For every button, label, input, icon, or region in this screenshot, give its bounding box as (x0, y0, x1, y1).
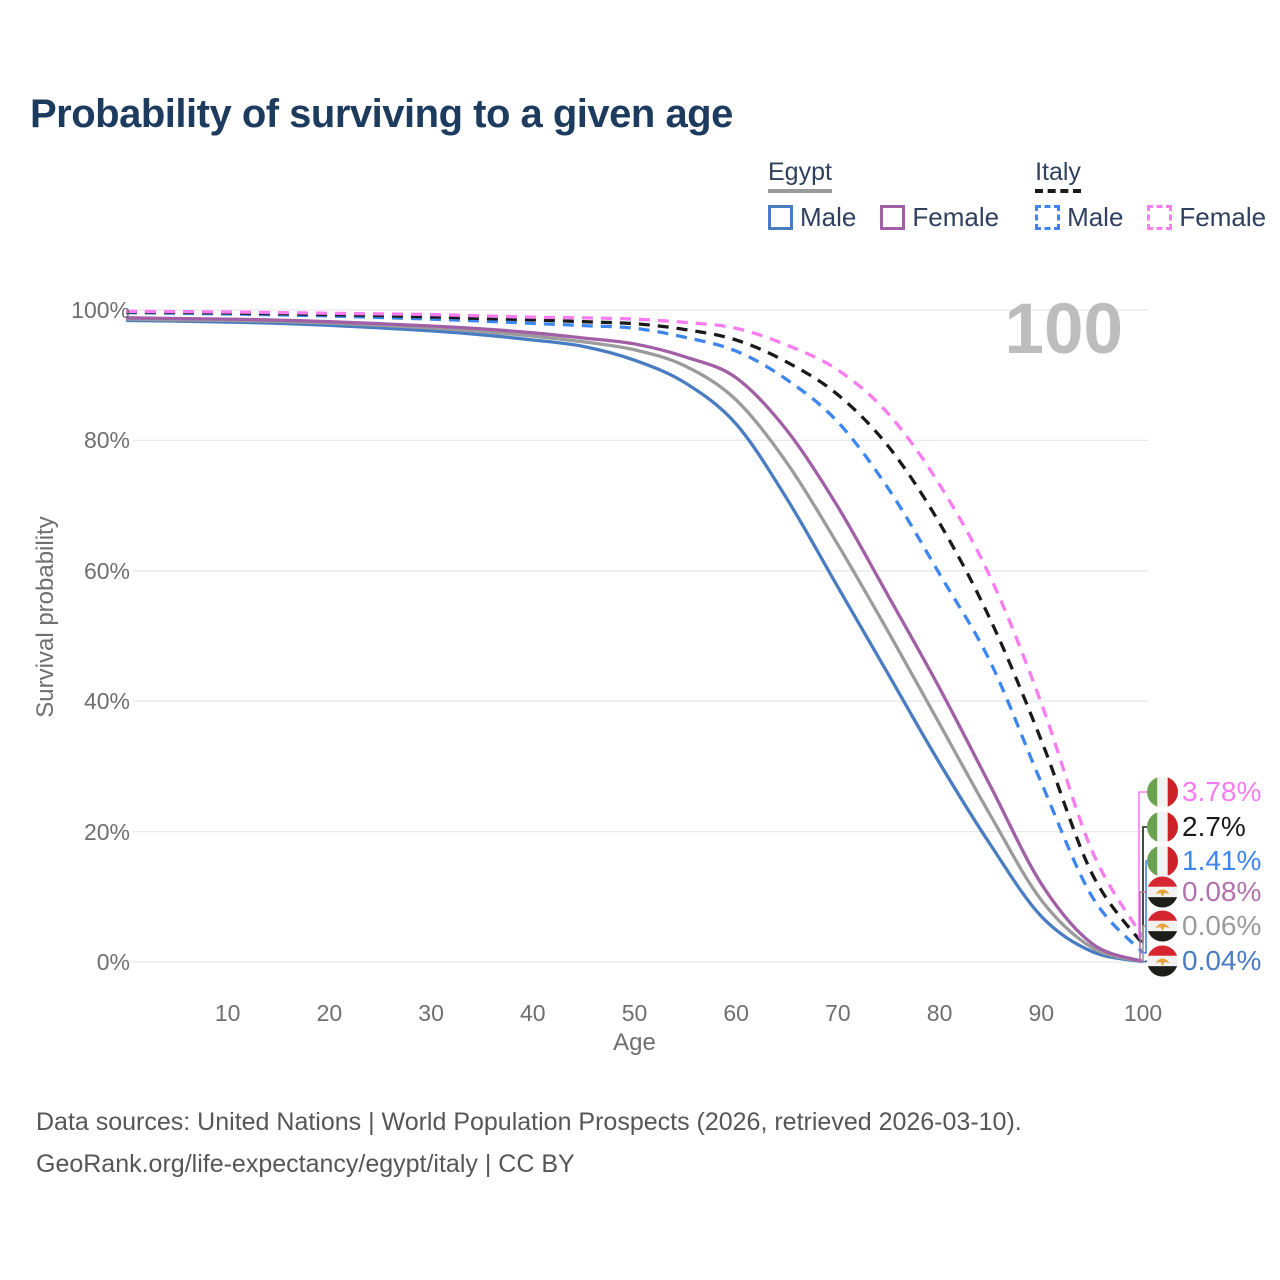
source-line-2: GeoRank.org/life-expectancy/egypt/italy … (36, 1150, 575, 1178)
legend-item-label: Female (912, 202, 1000, 232)
egypt-flag-icon (1147, 876, 1178, 908)
x-tick-label-20: 20 (316, 1000, 343, 1026)
legend-header-egypt[interactable]: Egypt (768, 158, 832, 193)
y-tick-label-20: 20% (83, 818, 130, 845)
legend-header-italy[interactable]: Italy (1035, 158, 1081, 193)
curve-egypt-both-sexes[interactable] (125, 317, 1144, 964)
italy-flag-icon (1147, 776, 1178, 808)
x-tick-label-80: 80 (926, 1000, 953, 1026)
x-tick-label-50: 50 (621, 1000, 648, 1026)
end-label-connector-egypt-male (1143, 960, 1147, 963)
curve-egypt-female[interactable] (125, 316, 1144, 964)
x-tick-label-100: 100 (1123, 1000, 1163, 1026)
chart-title: Probability of surviving to a given age (30, 92, 733, 136)
curve-italy-male[interactable] (125, 310, 1145, 954)
end-label-connector-egypt-both-sexes (1142, 925, 1147, 962)
italy-male-line-swatch-icon (1035, 205, 1061, 230)
legend-item-egypt-female[interactable]: Female (880, 202, 999, 233)
x-tick-label-60: 60 (723, 1000, 749, 1026)
egypt-flag-icon (1147, 910, 1178, 942)
curve-italy-both-sexes[interactable] (125, 310, 1145, 946)
end-label-italy-female: 3.78% (1182, 776, 1262, 807)
y-tick-label-40: 40% (83, 688, 130, 715)
legend-item-label: Male (1067, 202, 1124, 232)
legend-group-egypt: Egypt Male Female (768, 158, 999, 233)
end-label-connector-italy-female (1138, 791, 1147, 939)
hovered-age-watermark: 100 (1004, 290, 1123, 369)
x-tick-label-40: 40 (520, 1000, 546, 1026)
y-tick-label-100: 100% (71, 297, 130, 323)
egypt-male-line-swatch-icon (768, 205, 793, 230)
y-tick-label-60: 60% (83, 557, 130, 584)
legend-item-egypt-male[interactable]: Male (768, 202, 856, 233)
curve-egypt-male[interactable] (125, 318, 1144, 964)
end-label-egypt-female: 0.08% (1182, 876, 1262, 907)
end-label-connector-italy-both-sexes (1142, 826, 1147, 945)
curve-italy-female[interactable] (125, 309, 1145, 939)
legend-item-italy-female[interactable]: Female (1147, 202, 1266, 233)
end-label-egypt-both-sexes: 0.06% (1182, 910, 1262, 941)
end-label-italy-both-sexes: 2.7% (1182, 811, 1246, 842)
end-label-connector-egypt-female (1139, 891, 1147, 963)
legend-item-italy-male[interactable]: Male (1035, 202, 1123, 233)
x-axis-title: Age (613, 1029, 656, 1056)
x-tick-label-10: 10 (214, 1000, 241, 1026)
italy-flag-icon (1147, 811, 1178, 843)
y-tick-label-0: 0% (96, 949, 130, 975)
egypt-flag-icon (1147, 945, 1178, 977)
x-tick-label-90: 90 (1028, 1000, 1055, 1026)
legend-item-label: Female (1179, 202, 1267, 232)
legend-items-italy: Male Female (1035, 202, 1266, 233)
egypt-female-line-swatch-icon (880, 205, 906, 230)
end-label-italy-male: 1.41% (1182, 845, 1262, 876)
end-label-connector-italy-male (1143, 860, 1147, 954)
y-axis-title: Survival probability (32, 516, 59, 718)
end-label-egypt-male: 0.04% (1182, 945, 1262, 976)
legend-group-italy: Italy Male Female (1035, 158, 1266, 233)
legend: Egypt Male Female Italy Male (768, 158, 1266, 233)
y-tick-label-80: 80% (83, 427, 130, 454)
source-line-1: Data sources: United Nations | World Pop… (36, 1108, 1022, 1136)
italy-female-line-swatch-icon (1147, 205, 1173, 230)
x-tick-label-30: 30 (418, 1000, 444, 1026)
x-tick-label-70: 70 (825, 1000, 851, 1026)
italy-flag-icon (1147, 845, 1178, 877)
legend-items-egypt: Male Female (768, 202, 999, 233)
legend-item-label: Male (800, 202, 857, 232)
